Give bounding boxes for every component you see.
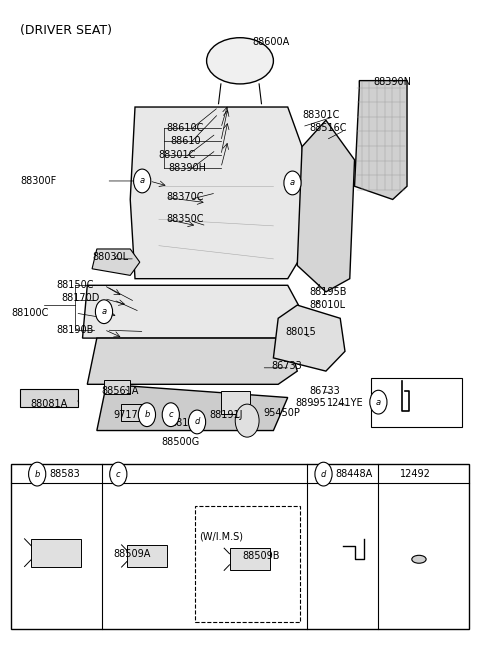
Circle shape xyxy=(284,171,301,195)
Polygon shape xyxy=(92,249,140,275)
Text: 88627: 88627 xyxy=(409,398,440,408)
Text: 86733: 86733 xyxy=(271,361,302,371)
Text: b: b xyxy=(35,469,40,479)
Text: a: a xyxy=(101,307,107,316)
Text: a: a xyxy=(376,398,381,406)
Text: a: a xyxy=(140,176,145,186)
FancyBboxPatch shape xyxy=(371,378,462,427)
Circle shape xyxy=(162,403,180,426)
Text: 95450P: 95450P xyxy=(263,408,300,418)
Text: 88010L: 88010L xyxy=(309,300,345,310)
Ellipse shape xyxy=(412,556,426,564)
Text: c: c xyxy=(116,469,120,479)
Text: 88610C: 88610C xyxy=(166,123,204,133)
Text: 88583: 88583 xyxy=(49,469,80,479)
Text: 86733: 86733 xyxy=(309,386,340,396)
Text: 88100C: 88100C xyxy=(11,308,48,318)
Polygon shape xyxy=(297,120,355,292)
Ellipse shape xyxy=(206,38,274,84)
Text: 88301C: 88301C xyxy=(159,151,196,160)
Polygon shape xyxy=(130,107,312,278)
Text: 88190B: 88190B xyxy=(56,324,94,335)
Text: c: c xyxy=(168,410,173,419)
Text: 88448A: 88448A xyxy=(336,469,372,479)
Polygon shape xyxy=(87,338,297,385)
Circle shape xyxy=(96,300,113,324)
FancyBboxPatch shape xyxy=(11,463,469,629)
Polygon shape xyxy=(83,285,302,338)
Text: 88600A: 88600A xyxy=(252,37,289,47)
Text: 88500G: 88500G xyxy=(161,438,200,448)
Text: 88150C: 88150C xyxy=(56,280,94,290)
FancyBboxPatch shape xyxy=(221,391,250,414)
Text: 88191J: 88191J xyxy=(209,410,242,420)
Text: b: b xyxy=(144,410,150,419)
Circle shape xyxy=(189,410,205,434)
Polygon shape xyxy=(97,385,288,430)
Polygon shape xyxy=(274,305,345,371)
Text: 88509A: 88509A xyxy=(114,549,151,559)
Text: 88516C: 88516C xyxy=(309,123,347,133)
Text: 1241YE: 1241YE xyxy=(327,398,364,408)
FancyBboxPatch shape xyxy=(229,548,270,570)
Text: 12492: 12492 xyxy=(400,469,431,479)
FancyBboxPatch shape xyxy=(127,545,167,567)
FancyBboxPatch shape xyxy=(31,539,81,567)
Circle shape xyxy=(133,169,151,193)
Text: d: d xyxy=(194,418,200,426)
Circle shape xyxy=(29,462,46,486)
FancyBboxPatch shape xyxy=(120,404,147,420)
FancyBboxPatch shape xyxy=(104,380,130,394)
Text: 88995: 88995 xyxy=(295,398,325,408)
Text: d: d xyxy=(321,469,326,479)
Text: 88015: 88015 xyxy=(285,326,316,337)
Text: (DRIVER SEAT): (DRIVER SEAT) xyxy=(21,25,112,38)
Text: 88350C: 88350C xyxy=(166,214,204,224)
FancyBboxPatch shape xyxy=(195,507,300,622)
Text: 88195B: 88195B xyxy=(309,287,347,297)
Text: 88300F: 88300F xyxy=(21,176,57,186)
Text: 88370C: 88370C xyxy=(166,192,204,202)
Text: 88390H: 88390H xyxy=(168,162,206,173)
Text: 88081A: 88081A xyxy=(30,399,67,409)
Text: 88561A: 88561A xyxy=(102,386,139,396)
Text: 88170D: 88170D xyxy=(61,294,99,304)
Text: a: a xyxy=(290,178,295,188)
Polygon shape xyxy=(355,81,407,200)
Text: 88610: 88610 xyxy=(171,137,202,147)
Circle shape xyxy=(138,403,156,426)
Circle shape xyxy=(315,462,332,486)
Circle shape xyxy=(235,404,259,437)
Text: 88030L: 88030L xyxy=(92,252,128,262)
Text: 88194: 88194 xyxy=(171,418,202,428)
Circle shape xyxy=(370,391,387,414)
Text: 88301C: 88301C xyxy=(302,110,339,120)
FancyBboxPatch shape xyxy=(21,389,78,408)
Text: (W/I.M.S): (W/I.M.S) xyxy=(199,531,243,541)
Text: 88509B: 88509B xyxy=(242,551,280,561)
Text: 97171D: 97171D xyxy=(114,410,152,420)
Circle shape xyxy=(110,462,127,486)
Text: 88390N: 88390N xyxy=(373,77,412,87)
